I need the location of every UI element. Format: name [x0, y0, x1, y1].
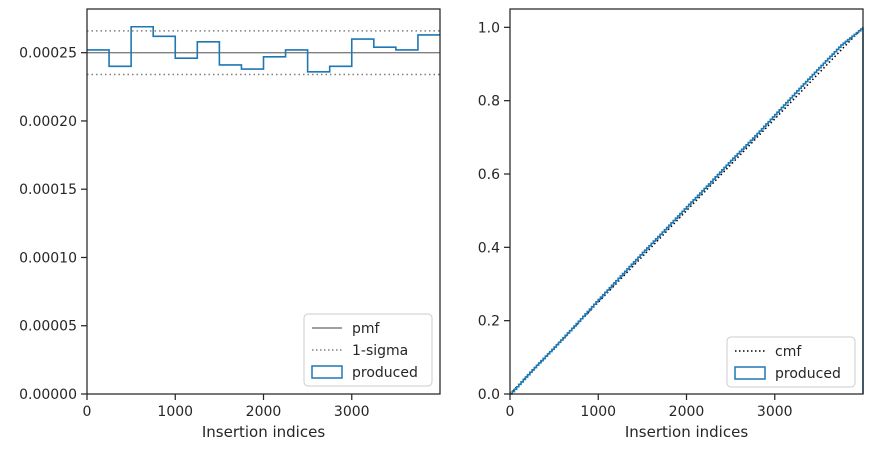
series-step-produced: [87, 25, 440, 73]
legend-box: [303, 313, 433, 387]
pmf-chart: 0 1000 2000 3000 0.00000 0.00005 0.00010 0.0001…: [19, 8, 441, 441]
y-tick-label: 0.2: [478, 314, 500, 330]
y-tick-label: 0.00005: [19, 319, 77, 335]
y-tick-label: 0.00010: [19, 250, 77, 266]
y-tick-label: 0.00015: [19, 182, 77, 198]
x-tick-label: 0: [506, 404, 515, 420]
legend-label-cmf: cmf: [775, 344, 802, 360]
legend-label-pmf: pmf: [352, 321, 381, 337]
legend-swatch-produced: [734, 366, 766, 380]
x-tick-label: 0: [83, 404, 92, 420]
x-tick-label: 1000: [580, 404, 616, 420]
legend-box: [726, 336, 856, 388]
y-tick-label: 0.4: [478, 240, 500, 256]
legend-label-produced: produced: [775, 366, 841, 382]
y-tick-label: 0.00000: [19, 387, 77, 403]
x-tick-label: 3000: [334, 404, 370, 420]
x-axis-label: Insertion indices: [625, 423, 748, 441]
x-tick-label: 1000: [157, 404, 193, 420]
legend-label-produced: produced: [352, 365, 418, 381]
cmf-chart: 0 1000 2000 3000 0.0 0.2 0.4 0.6 0.8 1.0 Insertion…: [478, 8, 864, 441]
x-tick-label: 2000: [246, 404, 282, 420]
y-tick-label: 0.0: [478, 387, 500, 403]
y-tick-label: 0.00020: [19, 114, 77, 130]
y-tick-label: 0.6: [478, 167, 500, 183]
x-tick-label: 3000: [757, 404, 793, 420]
legend-label-1-sigma: 1-sigma: [352, 343, 408, 359]
x-tick-label: 2000: [669, 404, 705, 420]
legend-swatch-produced: [311, 365, 343, 379]
y-tick-label: 0.00025: [19, 46, 77, 62]
series-step-produced: [510, 27, 864, 395]
y-tick-label: 1.0: [478, 20, 500, 36]
y-tick-label: 0.8: [478, 94, 500, 110]
x-axis-label: Insertion indices: [202, 423, 325, 441]
